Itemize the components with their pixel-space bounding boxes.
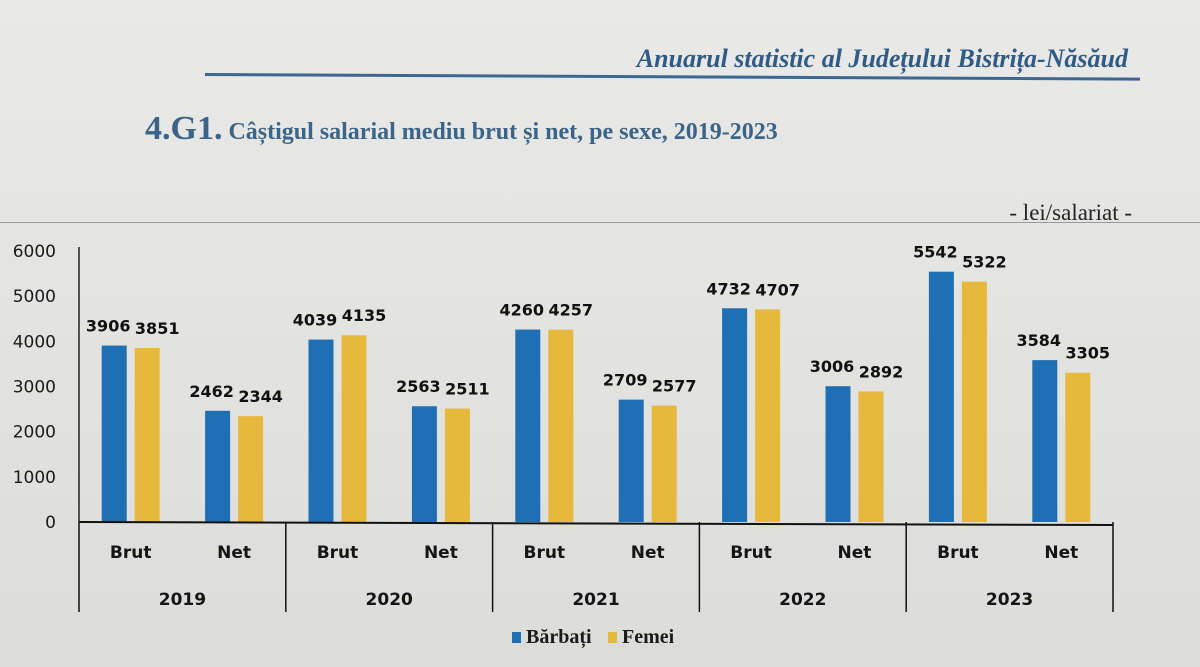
- bar-barbati: [411, 406, 437, 522]
- x-category-label: Brut: [524, 543, 566, 563]
- bar-barbati: [515, 329, 541, 522]
- data-label: 4039: [293, 311, 338, 330]
- bar-barbati: [722, 308, 748, 522]
- data-label: 4257: [549, 301, 594, 320]
- x-category-label: Brut: [937, 543, 979, 563]
- bar-barbati: [308, 339, 334, 522]
- x-category-label: Brut: [317, 543, 359, 563]
- bar-femei: [444, 408, 470, 522]
- y-tick-label: 0: [45, 513, 56, 533]
- x-category-label: Net: [838, 543, 872, 563]
- y-tick-label: 3000: [13, 378, 56, 398]
- legend-label-femei: Femei: [622, 626, 675, 648]
- figure-title: 4.G1. Câștigul salarial mediu brut și net…: [145, 110, 778, 148]
- x-category-label: Brut: [110, 543, 152, 563]
- unit-label: - lei/salariat -: [1009, 200, 1132, 225]
- y-tick-label: 4000: [13, 332, 56, 352]
- data-label: 2577: [652, 377, 697, 396]
- data-label: 2563: [396, 377, 441, 396]
- figure-title-text: Câștigul salarial mediu brut și net, pe …: [228, 119, 778, 145]
- data-label: 3851: [135, 319, 180, 338]
- chart-area-border: [0, 222, 1200, 223]
- data-labels: 3906 3851 2462 2344 4039 4135 2563 2511 4260 4257…: [86, 243, 1110, 406]
- legend-swatch-barbati: [512, 632, 521, 643]
- bar-femei: [651, 405, 677, 522]
- bar-barbati: [101, 345, 127, 522]
- data-label: 4135: [342, 306, 387, 325]
- data-label: 2511: [445, 380, 490, 399]
- running-head: Anuarul statistic al Județului Bistrița-…: [636, 44, 1128, 73]
- x-axis: Brut Net 2019 Brut Net 2020 Brut Net 2021 Brut Net…: [78, 521, 1114, 612]
- data-label: 4707: [755, 280, 800, 299]
- data-label: 3006: [810, 357, 855, 376]
- bar-femei: [548, 329, 574, 522]
- data-label: 4260: [500, 301, 545, 320]
- bar-barbati: [928, 271, 954, 522]
- legend-label-barbati: Bărbați: [526, 626, 592, 649]
- data-label: 2462: [189, 382, 234, 401]
- data-label: 3906: [86, 317, 131, 336]
- x-axis-line: [78, 521, 1114, 526]
- x-group-label: 2023: [986, 590, 1033, 610]
- x-category-label: Net: [217, 543, 251, 563]
- bar-femei: [961, 281, 987, 522]
- x-category-label: Net: [631, 543, 665, 563]
- figure-number: 4.G1.: [145, 110, 223, 147]
- y-tick-label: 2000: [13, 423, 56, 443]
- x-group-label: 2019: [159, 590, 206, 610]
- bar-femei: [858, 391, 884, 522]
- data-label: 2709: [603, 371, 648, 390]
- x-category-label: Net: [424, 543, 458, 563]
- data-label: 2892: [859, 362, 904, 381]
- bar-femei: [755, 309, 781, 522]
- y-tick-label: 5000: [13, 287, 56, 307]
- bar-femei: [238, 416, 264, 522]
- x-group-label: 2022: [779, 590, 826, 610]
- x-group-label: 2020: [366, 590, 413, 610]
- bar-barbati: [825, 386, 851, 522]
- y-tick-label: 6000: [13, 242, 56, 262]
- x-category-label: Brut: [730, 543, 772, 563]
- bar-femei: [134, 348, 160, 522]
- bar-barbati: [618, 399, 644, 522]
- bar-barbati: [1032, 360, 1058, 522]
- y-axis: 0 1000 2000 3000 4000 5000 6000: [13, 242, 80, 533]
- data-label: 3305: [1066, 344, 1111, 363]
- legend-swatch-femei: [608, 632, 617, 643]
- y-tick-label: 1000: [13, 468, 56, 488]
- data-label: 4732: [706, 279, 751, 298]
- bar-barbati: [205, 410, 231, 522]
- bars: [101, 271, 1091, 522]
- x-group-label: 2021: [572, 590, 619, 610]
- legend: Bărbați Femei: [512, 626, 675, 649]
- data-label: 2344: [238, 387, 283, 406]
- x-category-label: Net: [1044, 543, 1078, 563]
- bar-femei: [1065, 372, 1091, 522]
- bar-femei: [341, 335, 367, 522]
- data-label: 5322: [962, 253, 1007, 272]
- data-label: 5542: [913, 243, 958, 262]
- data-label: 3584: [1017, 331, 1062, 350]
